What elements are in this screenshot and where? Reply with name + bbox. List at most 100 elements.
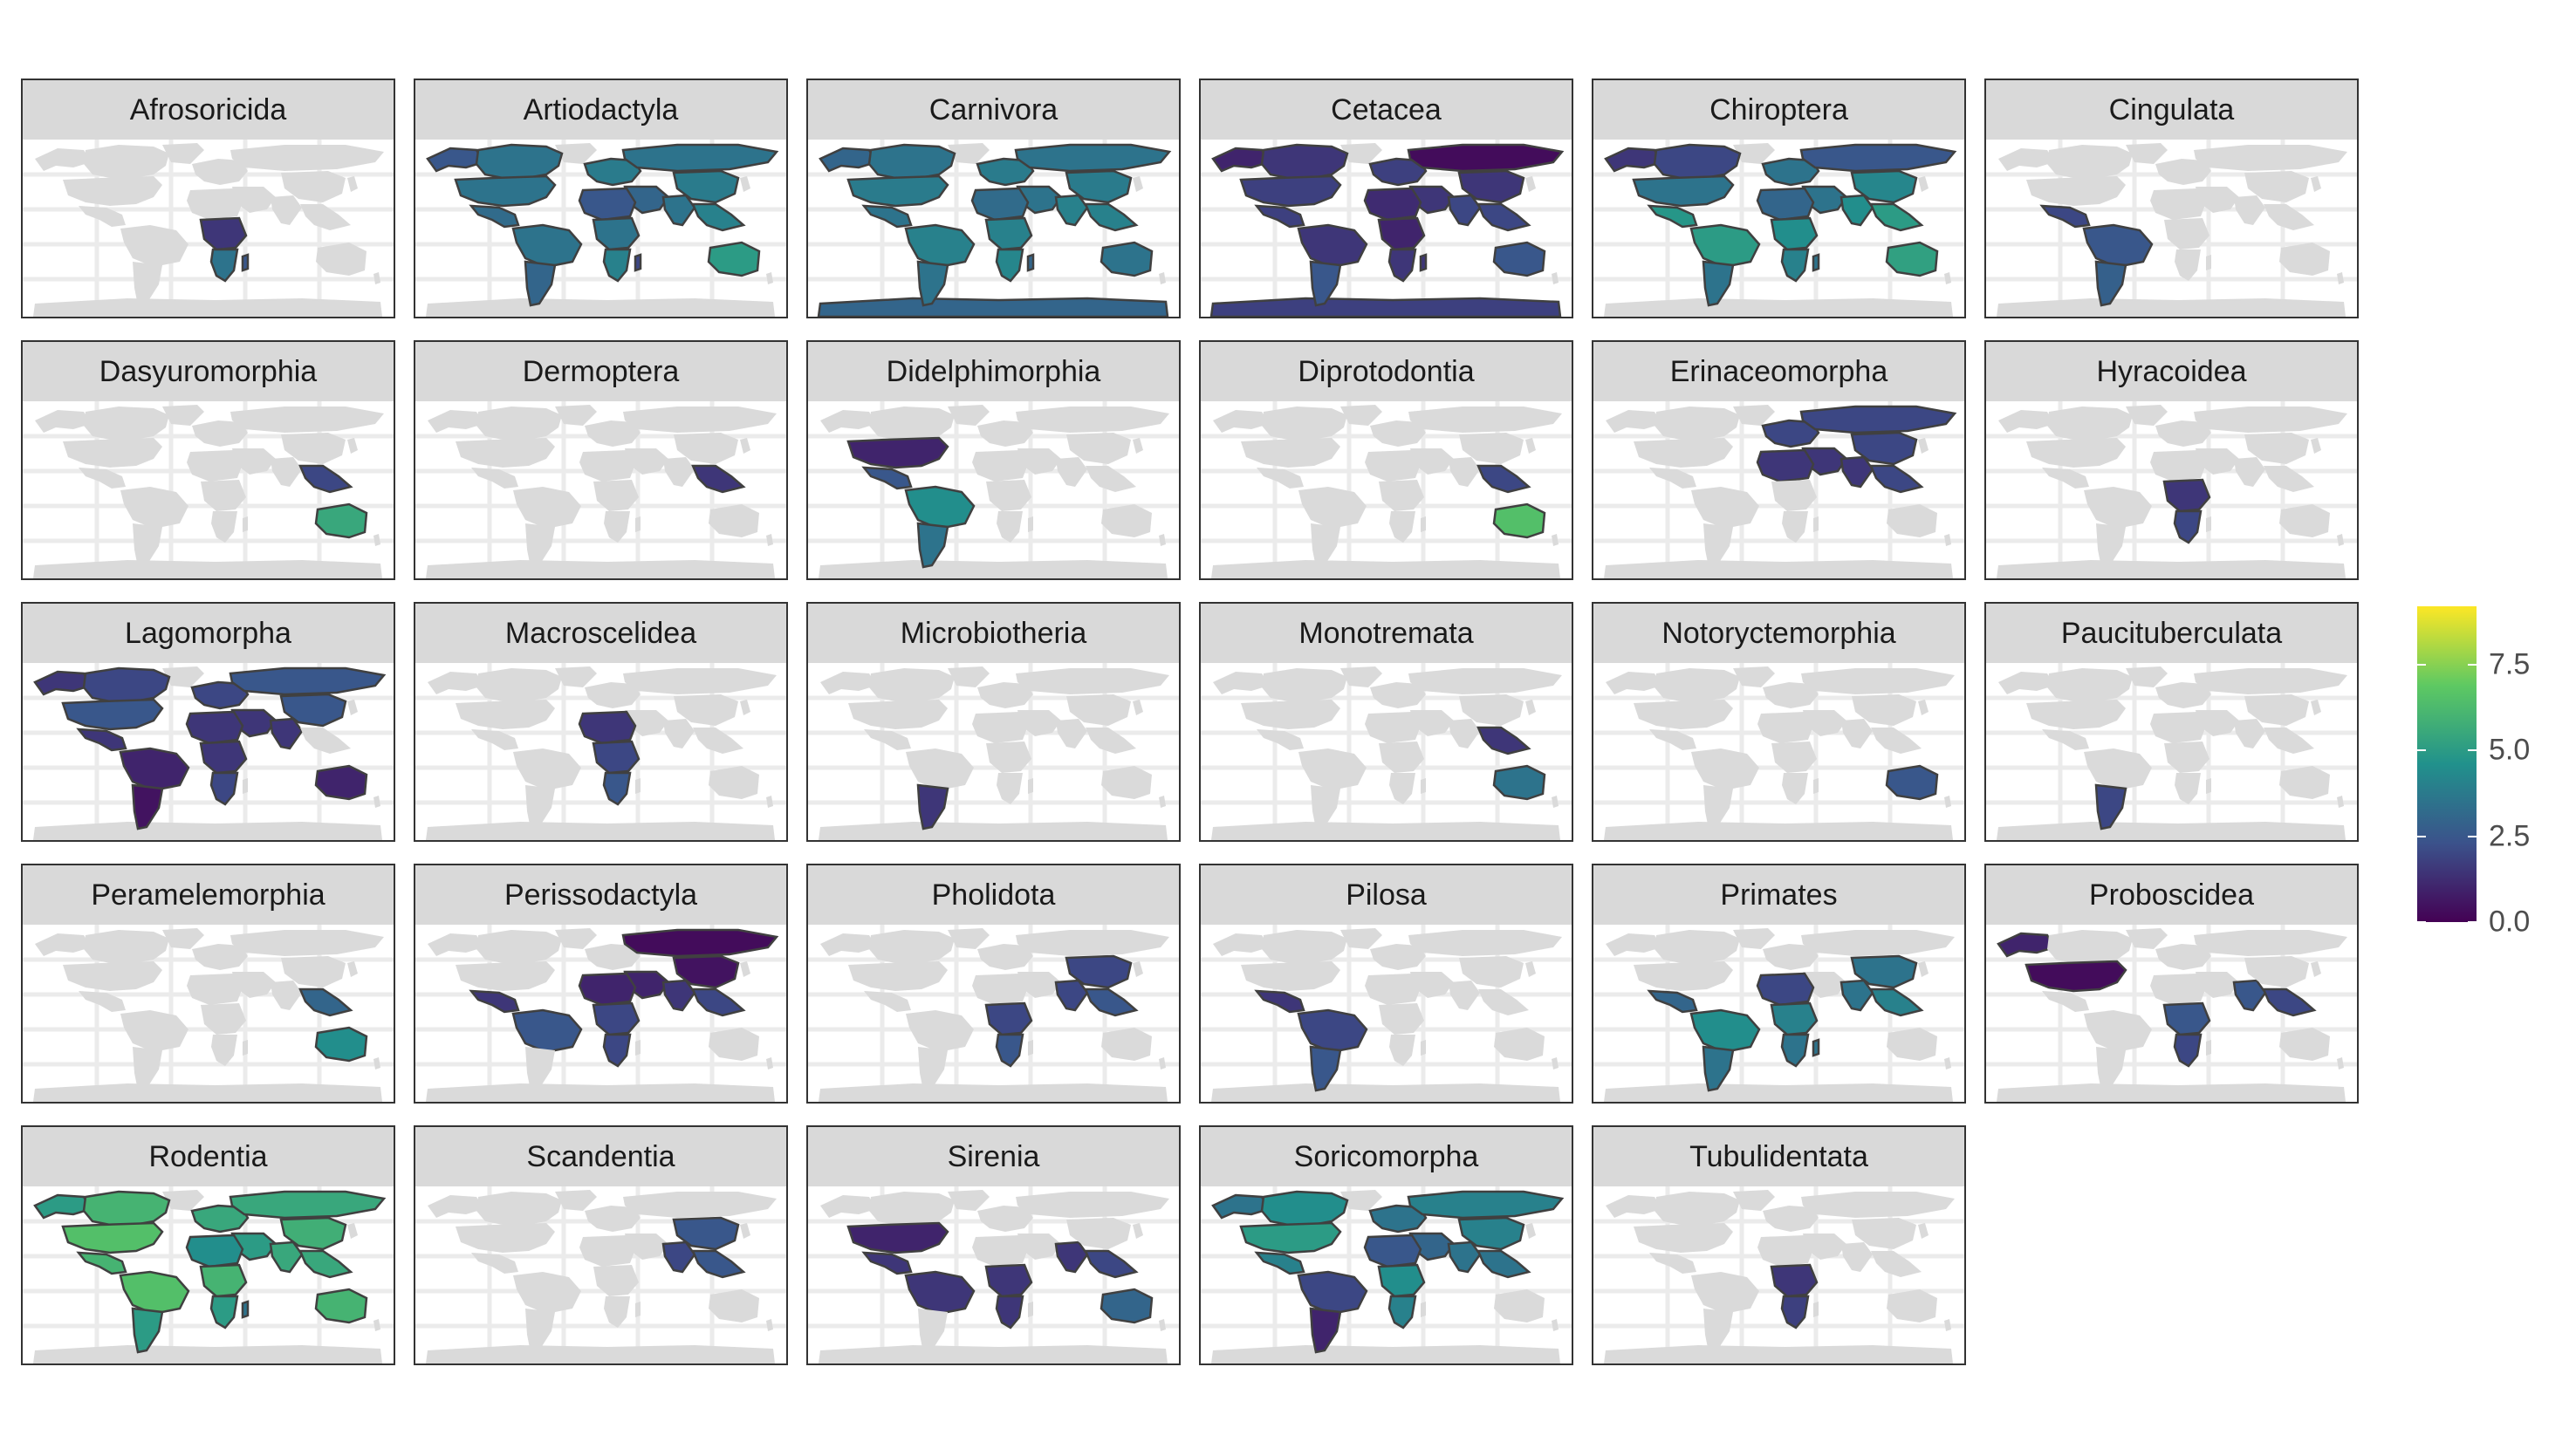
region-nz [1944,1057,1951,1070]
region-india-filled [1840,455,1874,489]
region-c-africa [986,742,1031,773]
region-europe [977,944,1033,970]
region-nz [766,796,773,808]
region-canada [869,930,955,963]
region-s-africa [211,1035,237,1066]
region-europe [1763,682,1819,708]
region-india-filled [269,1240,304,1274]
region-alaska-filled [819,147,878,173]
region-india [271,195,302,225]
region-australia [1494,1028,1545,1061]
region-nz [1552,534,1559,546]
region-europe-filled [1761,157,1820,187]
facet-strip-title: Rodentia [21,1125,395,1188]
region-nz [2337,534,2344,546]
region-russia [1801,668,1955,694]
facet-strip-title: Lagomorpha [21,602,395,665]
facet-map [1984,401,2359,580]
region-mexico [471,468,518,489]
region-nz [1944,796,1951,808]
region-madagascar [1421,778,1426,794]
region-mexico-filled [861,204,913,229]
region-russia-filled [229,666,387,696]
facet-strip-title: Didelphimorphia [806,340,1181,403]
region-c-africa-filled [984,216,1033,251]
region-mexico-filled [861,1251,913,1275]
region-antarctica [1997,560,2346,578]
region-se-asia-filled [691,202,746,232]
region-s-south-america [133,523,162,567]
region-middle-east [625,1234,668,1260]
region-alaska [1213,933,1269,956]
region-s-africa-filled [995,1295,1024,1329]
region-russia-filled [1407,143,1565,173]
facet-strip-title: Monotremata [1199,602,1573,665]
region-australia [1101,766,1152,799]
region-s-south-america-filled [131,783,164,830]
region-japan [1133,700,1143,715]
region-n-africa [579,1235,635,1267]
region-n-africa-filled [578,187,637,222]
region-usa-filled [1632,174,1735,208]
region-usa [2026,438,2126,468]
region-greenland [162,1190,204,1211]
region-china-filled [279,1216,347,1251]
region-antarctica [1997,1083,2346,1102]
region-s-africa-filled [602,771,632,806]
region-japan [1525,1223,1536,1239]
region-alaska [1213,672,1269,694]
region-greenland [162,666,204,687]
region-s-africa-filled [995,1033,1024,1068]
region-alaska-filled [1211,1193,1271,1220]
world-map-svg [808,663,1179,840]
region-se-asia-filled [298,1249,353,1279]
region-n-south-america [906,748,974,790]
facet-map [1592,140,1966,318]
region-alaska [1606,672,1661,694]
region-nz [766,1057,773,1070]
region-s-africa [211,511,237,543]
region-europe-filled [190,680,250,710]
world-map-svg [23,925,394,1102]
facet-strip-title: Cingulata [1984,79,2359,141]
legend-colorbar [2417,606,2477,922]
region-antarctica [33,1345,382,1363]
region-europe [1763,1206,1819,1232]
region-nz [1944,534,1951,546]
region-japan [740,1223,750,1239]
region-greenland [162,928,204,949]
region-usa-filled [1239,174,1342,208]
region-india-filled [1840,979,1874,1012]
region-russia [623,407,777,433]
facet-panel: Cetacea [1199,79,1573,318]
region-canada [1262,407,1347,440]
region-c-africa-filled [1377,216,1426,251]
region-japan [2311,438,2321,454]
region-se-asia-filled [2262,988,2317,1017]
region-canada [476,407,562,440]
region-usa [2026,700,2126,729]
region-europe [1370,682,1426,708]
region-mexico-filled [76,728,127,752]
region-europe [585,682,641,708]
region-russia [2194,407,2347,433]
region-russia [1408,407,1562,433]
region-alaska-filled [1997,932,2056,958]
region-n-africa [972,450,1028,482]
region-antarctica [1604,560,1953,578]
region-china [1066,1218,1131,1249]
region-s-south-america [918,1047,948,1090]
facet-map [806,140,1181,318]
world-map-svg [1201,140,1572,317]
region-middle-east [625,448,668,475]
region-russia [1801,1192,1955,1218]
region-s-africa-filled [2173,1033,2203,1068]
region-australia [1887,1289,1937,1322]
region-s-africa-filled [209,1295,239,1329]
region-se-asia [2264,204,2314,230]
region-greenland [2126,143,2168,164]
region-japan [1918,438,1929,454]
region-greenland [948,405,990,426]
region-australia-filled [314,502,368,539]
facet-map [414,401,788,580]
